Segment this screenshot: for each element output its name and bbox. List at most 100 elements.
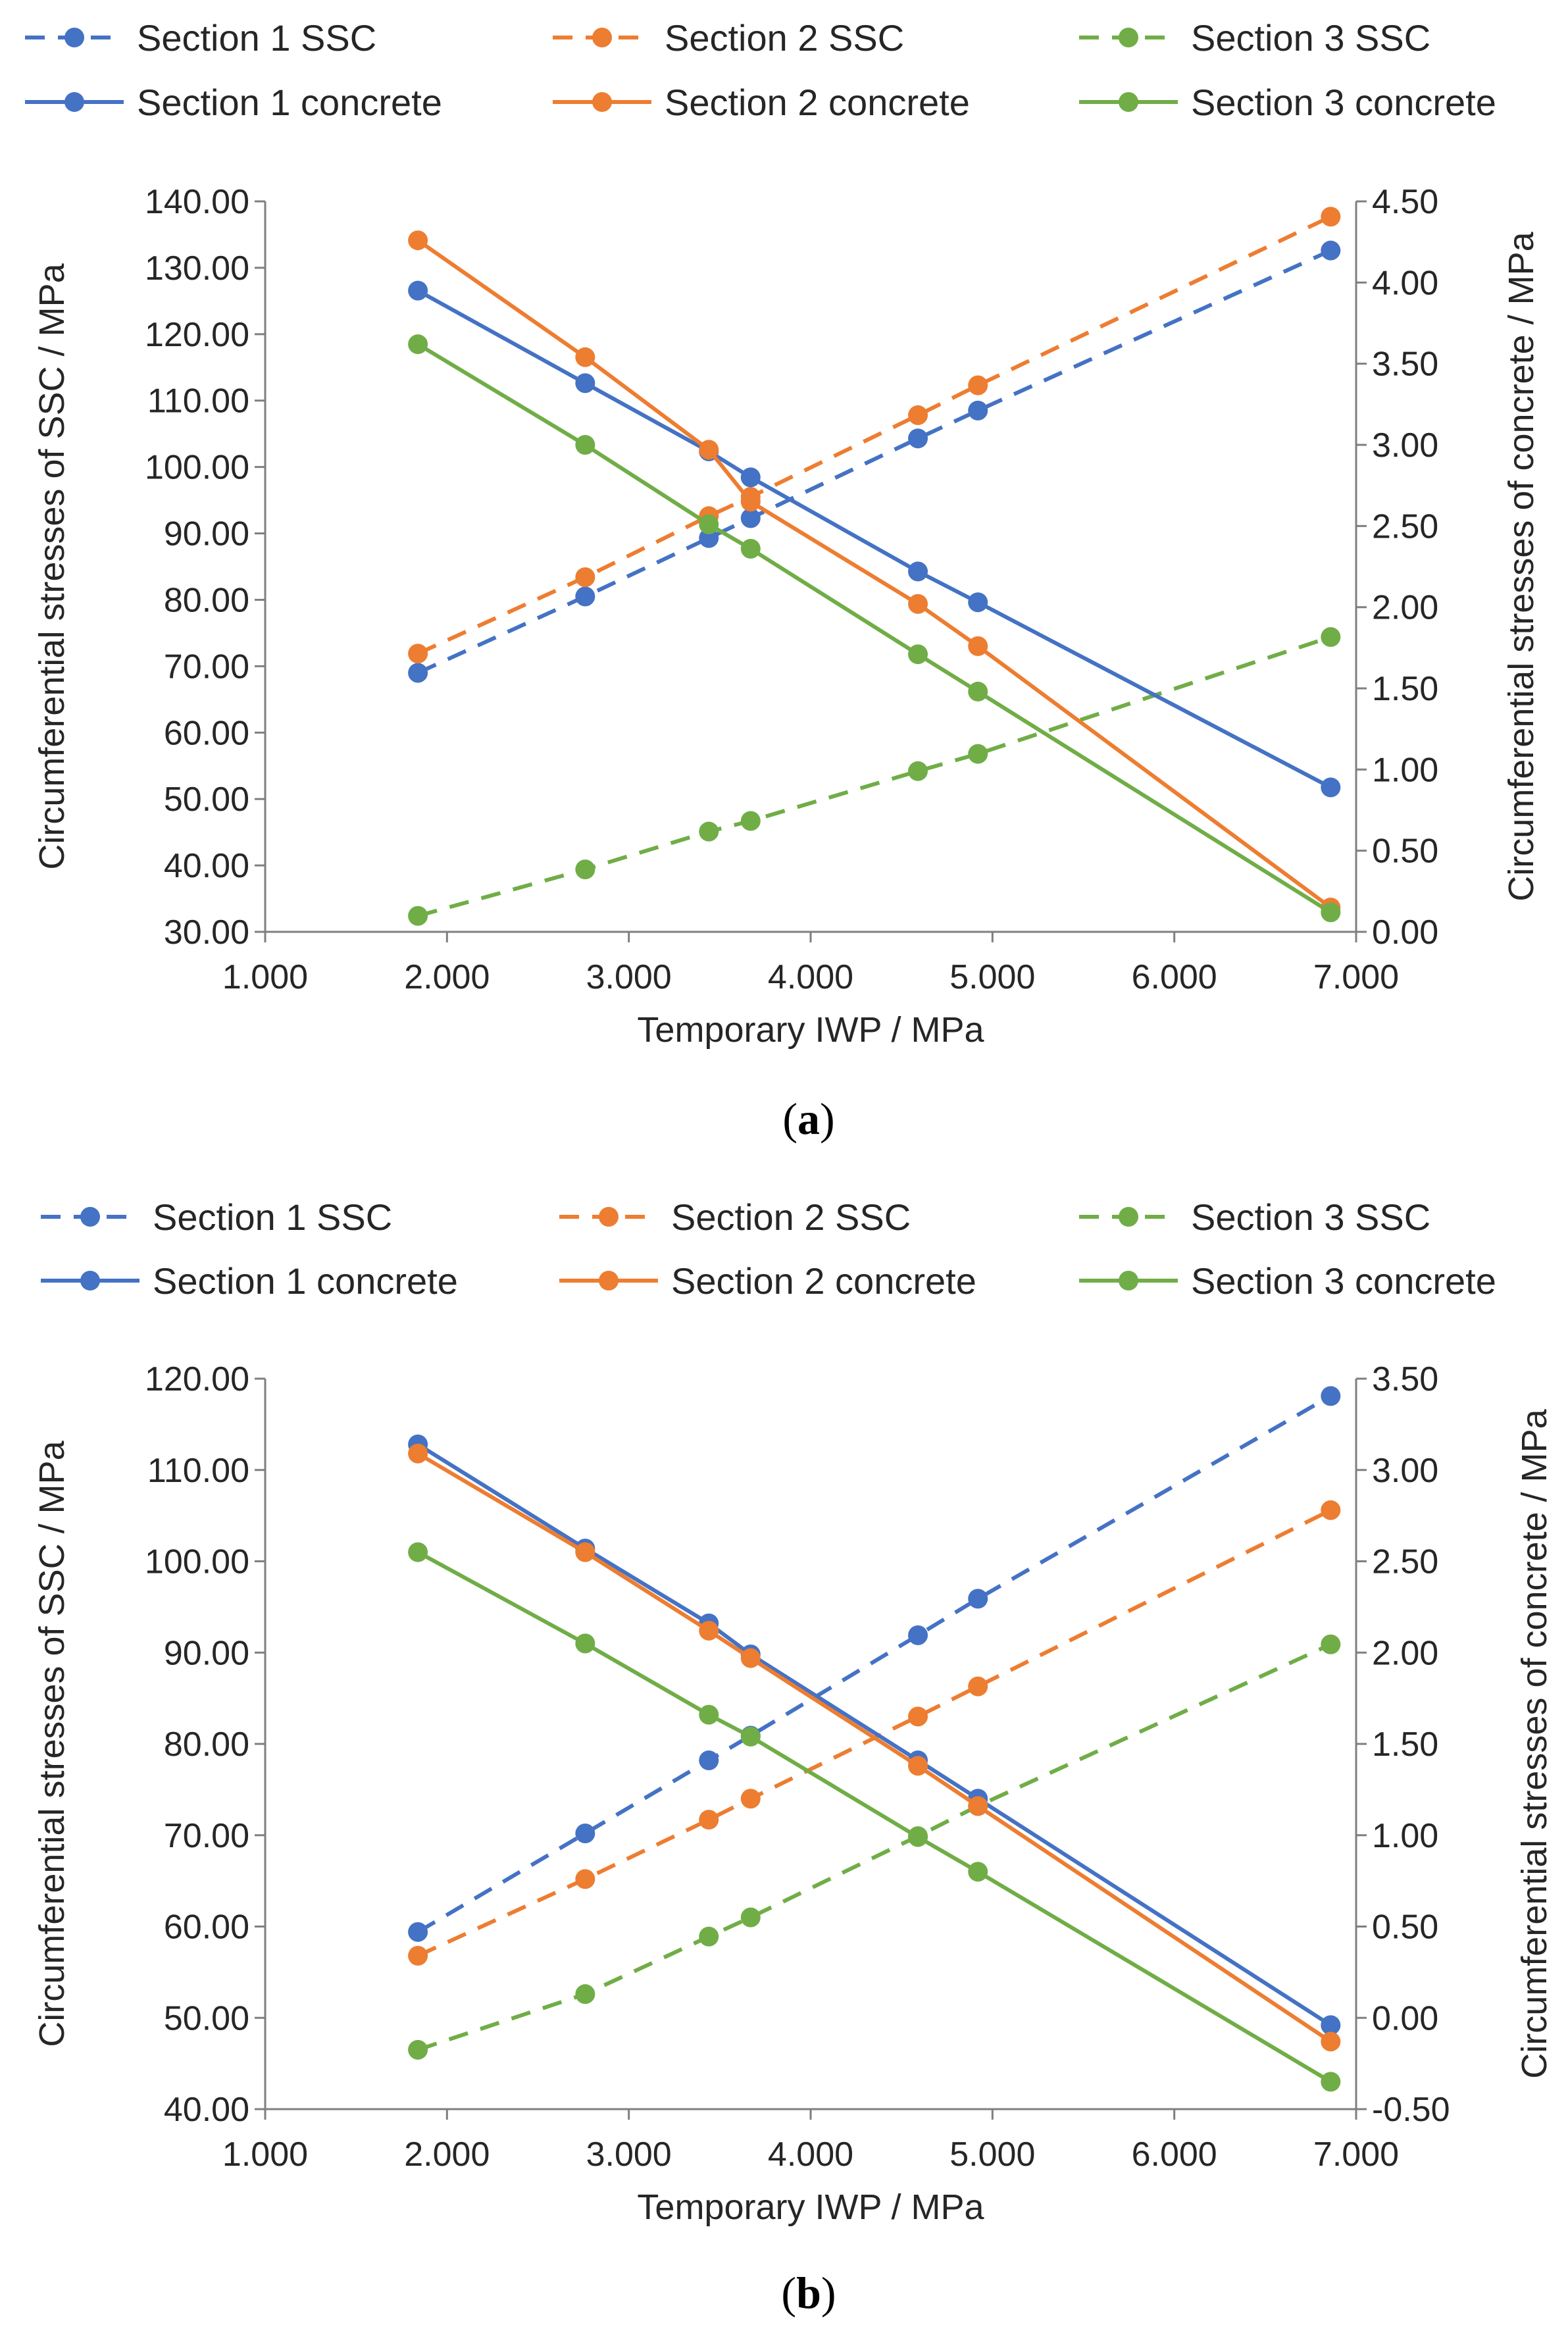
data-point-section-1-ssc — [1321, 240, 1341, 261]
series-section-3-ssc — [408, 626, 1341, 926]
data-point-section-2-ssc — [740, 1789, 761, 1809]
y-tick-label: 100.00 — [145, 449, 249, 487]
y2-tick-label: 3.50 — [1372, 345, 1438, 384]
legend-label: Section 1 concrete — [137, 82, 442, 123]
chart-panel-a: 30.00 40.00 50.00 60.00 70.00 80.00 90.00 100.0… — [25, 17, 1541, 1144]
data-point-section-2-ssc — [908, 1706, 928, 1727]
legend-item-section-1-ssc: Section 1 SSC — [25, 17, 376, 59]
data-point-section-2-ssc — [1321, 1500, 1341, 1520]
legend-item-section-1-concrete: Section 1 concrete — [25, 82, 442, 123]
data-point-section-3-ssc — [1321, 626, 1341, 647]
y-tick-label: 70.00 — [164, 648, 249, 686]
data-point-section-2-ssc — [575, 567, 595, 588]
series-section-1-concrete — [408, 1434, 1341, 2035]
y-tick-label: 110.00 — [147, 382, 249, 421]
y2-tick-label: 3.00 — [1372, 426, 1438, 465]
x-tick-label: 3.000 — [586, 2135, 672, 2174]
series-section-3-concrete — [408, 1542, 1341, 2092]
legend-label: Section 3 SSC — [1191, 17, 1430, 59]
legend-label: Section 3 concrete — [1191, 82, 1496, 123]
data-point-section-3-concrete — [575, 435, 595, 455]
data-point-section-1-concrete — [908, 561, 928, 582]
data-point-section-2-ssc — [575, 1869, 595, 1889]
data-point-section-1-ssc — [408, 1922, 428, 1942]
series-line-section-1-ssc — [417, 248, 1332, 675]
legend-swatch-marker — [1119, 92, 1138, 112]
y-tick-label: 130.00 — [145, 249, 249, 288]
data-point-section-2-concrete — [908, 1756, 928, 1776]
data-point-section-2-ssc — [408, 644, 428, 664]
data-point-section-1-concrete — [740, 467, 761, 488]
legend-label: Section 3 concrete — [1191, 1260, 1496, 1302]
y2-tick-label: 2.00 — [1372, 589, 1438, 627]
x-tick-label: 7.000 — [1313, 958, 1399, 996]
legend-label: Section 1 concrete — [153, 1260, 458, 1302]
x-tick-label: 4.000 — [768, 2135, 853, 2174]
data-point-section-2-ssc — [408, 1945, 428, 1966]
data-point-section-2-concrete — [408, 1443, 428, 1464]
y-tick-label: 40.00 — [164, 2091, 249, 2129]
data-point-section-3-concrete — [1321, 2072, 1341, 2092]
data-point-section-3-concrete — [699, 514, 719, 534]
data-point-section-2-concrete — [908, 594, 928, 614]
y2-tick-label: 4.00 — [1372, 264, 1438, 302]
legend-item-section-2-concrete: Section 2 concrete — [553, 82, 970, 123]
x-tick-label: 5.000 — [949, 958, 1035, 996]
y-tick-label: 120.00 — [145, 1360, 249, 1398]
data-point-section-3-concrete — [908, 1827, 928, 1847]
data-point-section-3-concrete — [740, 538, 761, 559]
y2-tick-label: 0.00 — [1372, 1999, 1438, 2037]
y-tick-label: 110.00 — [147, 1452, 249, 1490]
y-tick-label: 60.00 — [164, 1908, 249, 1947]
data-point-section-3-concrete — [1321, 902, 1341, 923]
data-point-section-1-concrete — [1321, 777, 1341, 798]
y-tick-label: 140.00 — [145, 183, 249, 221]
legend-item-section-3-concrete: Section 3 concrete — [1079, 82, 1496, 123]
series-line-section-1-concrete — [417, 1443, 1332, 2027]
data-point-section-1-concrete — [968, 592, 988, 613]
y-tick-label: 30.00 — [164, 913, 249, 952]
legend-label: Section 2 SSC — [665, 17, 904, 59]
legend-swatch-marker — [592, 92, 612, 112]
series-line-section-3-ssc — [417, 1643, 1332, 2052]
legend-swatch-marker — [64, 92, 84, 112]
y2-tick-label: 1.00 — [1372, 751, 1438, 789]
x-tick-label: 7.000 — [1313, 2135, 1399, 2174]
y-tick-label: 80.00 — [164, 1725, 249, 1764]
legend-item-section-3-ssc: Section 3 SSC — [1079, 17, 1430, 59]
data-point-section-3-ssc — [699, 821, 719, 842]
y-tick-label: 100.00 — [145, 1543, 249, 1581]
data-point-section-3-ssc — [408, 2039, 428, 2060]
data-point-section-3-concrete — [740, 1726, 761, 1747]
legend-swatch-marker — [599, 1207, 619, 1227]
legend-swatch-marker — [1119, 1207, 1138, 1227]
data-point-section-1-ssc — [575, 1823, 595, 1843]
series-section-2-ssc — [408, 1500, 1341, 1966]
y-tick-label: 40.00 — [164, 847, 249, 885]
legend-label: Section 2 SSC — [671, 1196, 911, 1238]
y-tick-label: 80.00 — [164, 581, 249, 619]
legend-swatch-marker — [80, 1207, 100, 1227]
data-point-section-2-ssc — [699, 1810, 719, 1830]
data-point-section-3-ssc — [740, 1907, 761, 1928]
data-point-section-2-ssc — [908, 405, 928, 425]
series-section-2-concrete — [408, 230, 1341, 917]
data-point-section-1-ssc — [740, 508, 761, 528]
x-tick-label: 3.000 — [586, 958, 672, 996]
legend-item-section-2-ssc: Section 2 SSC — [553, 17, 904, 59]
x-axis-title: Temporary IWP / MPa — [637, 1010, 984, 1050]
x-tick-label: 1.000 — [222, 958, 308, 996]
x-tick-label: 6.000 — [1132, 958, 1217, 996]
data-point-section-1-ssc — [699, 528, 719, 548]
series-section-1-concrete — [408, 280, 1341, 798]
y-tick-label: 50.00 — [164, 1999, 249, 2037]
legend-label: Section 3 SSC — [1191, 1196, 1430, 1238]
y-tick-label: 50.00 — [164, 780, 249, 819]
data-point-section-2-concrete — [968, 636, 988, 656]
legend-swatch-marker — [1119, 1271, 1138, 1290]
data-point-section-3-concrete — [699, 1704, 719, 1725]
legend-item-section-3-ssc: Section 3 SSC — [1079, 1196, 1430, 1238]
legend-item-section-2-ssc: Section 2 SSC — [559, 1196, 911, 1238]
data-point-section-3-ssc — [908, 761, 928, 781]
